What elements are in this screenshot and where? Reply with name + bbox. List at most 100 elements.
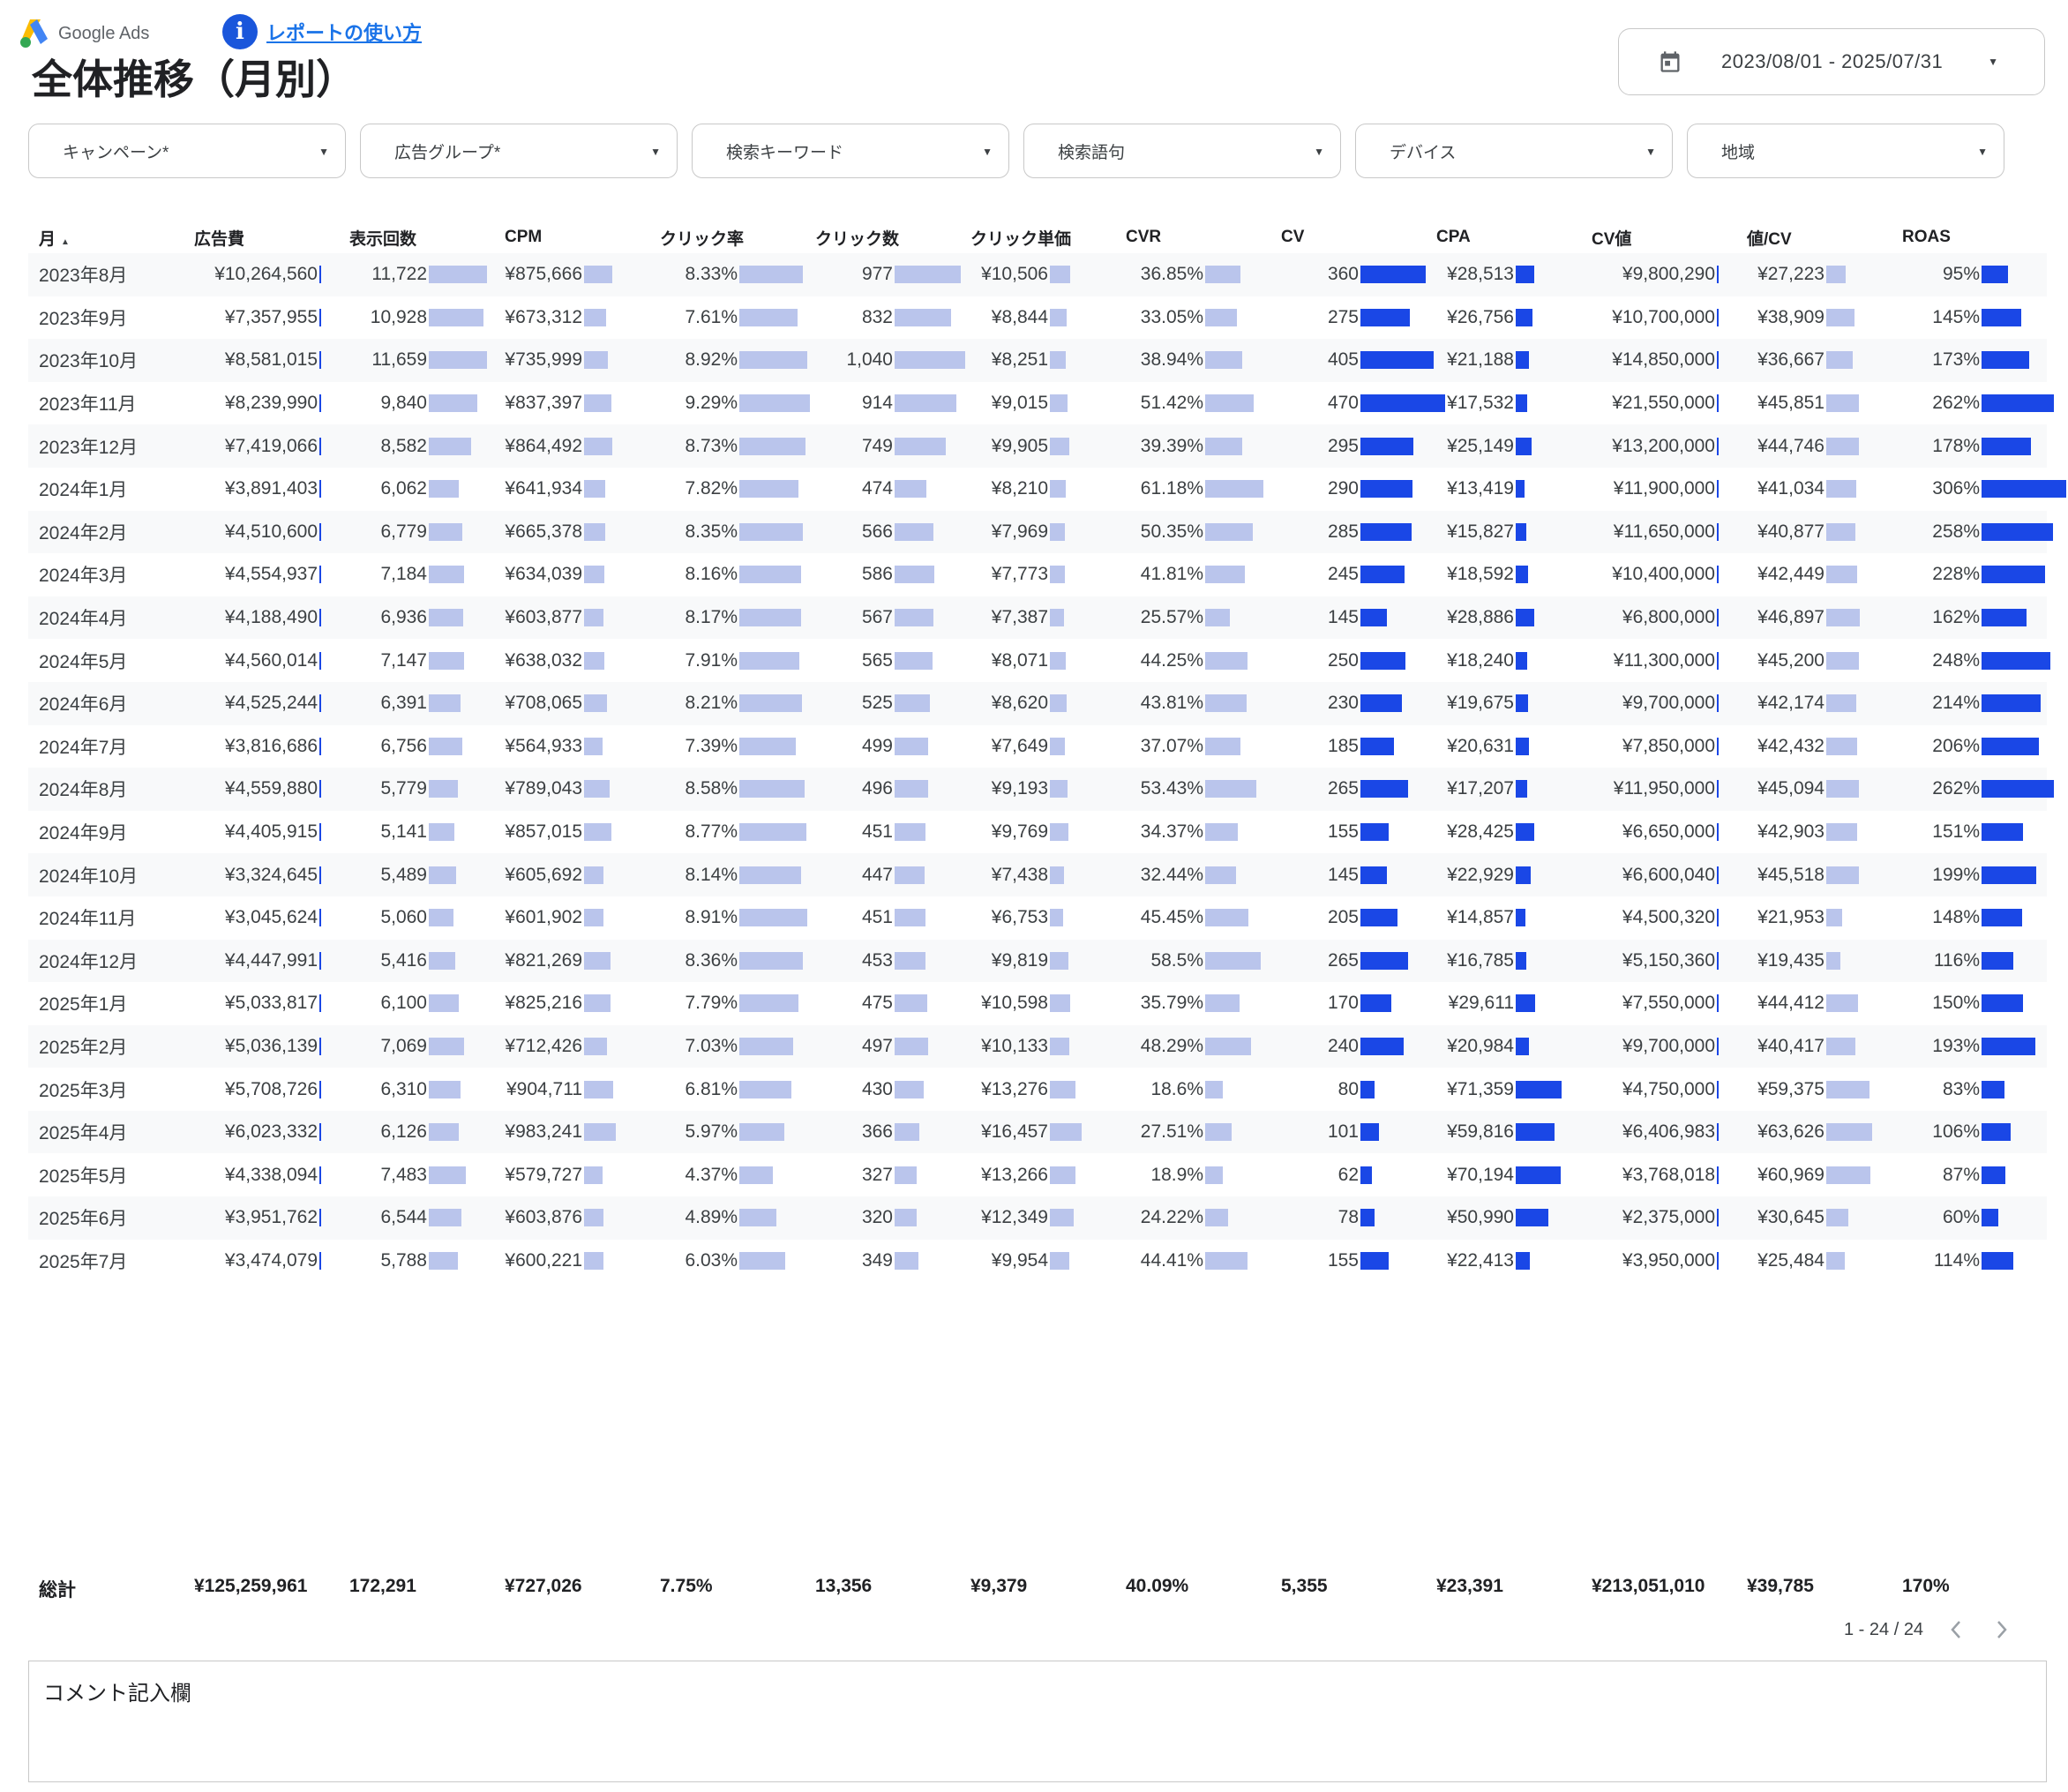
filter-keyword[interactable]: 検索キーワード ▼ — [692, 124, 1009, 178]
value-bar — [584, 437, 612, 455]
col-header-ctr[interactable]: クリック率 — [649, 221, 805, 253]
value-bar — [1516, 823, 1534, 842]
cell-value: ¥864,492 — [505, 435, 582, 456]
cell-value: 8.17% — [685, 607, 738, 628]
col-header-roas[interactable]: ROAS — [1892, 221, 2047, 253]
table-row[interactable]: 2024年3月 ¥4,554,937 7,184 ¥634,039 8.16% 586 ¥7… — [28, 553, 2047, 596]
col-header-impressions[interactable]: 表示回数 — [339, 221, 494, 253]
table-row[interactable]: 2025年3月 ¥5,708,726 6,310 ¥904,711 6.81% 430 ¥1… — [28, 1068, 2047, 1111]
value-bar — [1826, 951, 1840, 970]
table-row[interactable]: 2024年12月 ¥4,447,991 5,416 ¥821,269 8.36% 453 ¥… — [28, 939, 2047, 983]
cell-cvr: 25.57% — [1115, 596, 1270, 640]
col-header-cvr[interactable]: CVR — [1115, 221, 1270, 253]
value-bar — [895, 437, 946, 455]
date-range-picker[interactable]: 2023/08/01 - 2025/07/31 ▼ — [1618, 28, 2045, 95]
cell-ctr: 8.92% — [649, 339, 807, 382]
table-row[interactable]: 2023年12月 ¥7,419,066 8,582 ¥864,492 8.73% 749 ¥… — [28, 424, 2047, 468]
cell-value: 205 — [1327, 907, 1359, 928]
value-bar — [1982, 308, 2021, 326]
cell-cv-value: ¥6,600,040 — [1581, 853, 1736, 896]
table-row[interactable]: 2024年1月 ¥3,891,403 6,062 ¥641,934 7.82% 474 ¥8… — [28, 468, 2066, 511]
table-row[interactable]: 2023年11月 ¥8,239,990 9,840 ¥837,397 9.29% 914 ¥… — [28, 382, 2054, 425]
col-header-cpm[interactable]: CPM — [494, 221, 649, 253]
value-bar — [1205, 780, 1256, 799]
value-bar — [1205, 1251, 1248, 1270]
table-row[interactable]: 2024年10月 ¥3,324,645 5,489 ¥605,692 8.14% 447 ¥… — [28, 853, 2047, 896]
table-row[interactable]: 2025年7月 ¥3,474,079 5,788 ¥600,221 6.03% 349 ¥9… — [28, 1240, 2047, 1283]
value-bar — [895, 866, 925, 884]
sort-ascending-icon: ▲ — [61, 236, 70, 247]
col-header-cpc[interactable]: クリック単価 — [960, 221, 1115, 253]
filter-search-term[interactable]: 検索語句 ▼ — [1023, 124, 1341, 178]
value-bar — [1050, 780, 1068, 799]
value-bar — [1826, 694, 1856, 713]
table-row[interactable]: 2025年6月 ¥3,951,762 6,544 ¥603,876 4.89% 320 ¥1… — [28, 1196, 2047, 1240]
cell-cpm: ¥857,015 — [494, 811, 649, 854]
cell-roas: 95% — [1892, 253, 2047, 296]
cell-cvr: 41.81% — [1115, 553, 1270, 596]
cell-cpc: ¥9,769 — [960, 811, 1115, 854]
table-row[interactable]: 2023年10月 ¥8,581,015 11,659 ¥735,999 8.92% 1,0… — [28, 339, 2047, 382]
filter-campaign[interactable]: キャンペーン* ▼ — [28, 124, 346, 178]
value-bar — [1717, 1123, 1719, 1142]
col-header-cv-value[interactable]: CV値 — [1581, 221, 1736, 253]
cell-ctr: 8.91% — [649, 896, 807, 940]
value-bar — [1205, 1166, 1223, 1184]
table-row[interactable]: 2024年11月 ¥3,045,624 5,060 ¥601,902 8.91% 451 ¥… — [28, 896, 2047, 940]
filter-ad-group[interactable]: 広告グループ* ▼ — [360, 124, 678, 178]
table-row[interactable]: 2024年8月 ¥4,559,880 5,779 ¥789,043 8.58% 496 ¥9… — [28, 768, 2054, 811]
col-header-value-per-cv[interactable]: 値/CV — [1736, 221, 1892, 253]
table-row[interactable]: 2025年1月 ¥5,033,817 6,100 ¥825,216 7.79% 475 ¥1… — [28, 982, 2047, 1025]
col-header-cost[interactable]: 広告費 — [184, 221, 339, 253]
help-link[interactable]: レポートの使い方 — [266, 22, 423, 44]
cell-value: ¥36,667 — [1757, 349, 1824, 371]
prev-page-icon[interactable] — [1943, 1616, 1969, 1643]
col-header-cv[interactable]: CV — [1270, 221, 1426, 253]
value-bar — [1982, 1166, 2005, 1184]
cell-value: 262% — [1932, 393, 1980, 414]
value-bar — [1717, 1209, 1719, 1227]
cell-month: 2025年7月 — [39, 1251, 128, 1272]
col-header-month[interactable]: 月 ▲ — [28, 221, 184, 253]
value-bar — [1717, 308, 1719, 326]
table-row[interactable]: 2023年9月 ¥7,357,955 10,928 ¥673,312 7.61% 832 ¥… — [28, 296, 2047, 340]
table-row[interactable]: 2024年6月 ¥4,525,244 6,391 ¥708,065 8.21% 525 ¥8… — [28, 681, 2047, 725]
comment-box[interactable]: コメント記入欄 — [28, 1661, 2047, 1782]
filter-device[interactable]: デバイス ▼ — [1355, 124, 1673, 178]
value-bar — [1982, 951, 2013, 970]
value-bar — [429, 351, 487, 370]
table-row[interactable]: 2025年2月 ¥5,036,139 7,069 ¥712,426 7.03% 497 ¥1… — [28, 1024, 2047, 1068]
cell-value-per-cv: ¥46,897 — [1736, 596, 1892, 640]
table-row[interactable]: 2024年4月 ¥4,188,490 6,936 ¥603,877 8.17% 567 ¥7… — [28, 596, 2047, 640]
value-bar — [895, 780, 928, 799]
cell-value: 8.36% — [685, 949, 738, 971]
table-row[interactable]: 2023年8月 ¥10,264,560 11,722 ¥875,666 8.33% 977… — [28, 253, 2047, 296]
table-row[interactable]: 2024年7月 ¥3,816,686 6,756 ¥564,933 7.39% 499 ¥7… — [28, 725, 2047, 769]
table-row[interactable]: 2024年5月 ¥4,560,014 7,147 ¥638,032 7.91% 565 ¥8… — [28, 639, 2050, 682]
value-bar — [1050, 1166, 1075, 1184]
table-row[interactable]: 2025年5月 ¥4,338,094 7,483 ¥579,727 4.37% 327 ¥1… — [28, 1153, 2047, 1196]
col-header-cpa[interactable]: CPA — [1426, 221, 1581, 253]
cell-cpc: ¥6,753 — [960, 896, 1115, 940]
cell-value: ¥4,559,880 — [224, 778, 318, 799]
cell-value: 193% — [1932, 1035, 1980, 1056]
info-icon[interactable]: i — [222, 14, 258, 49]
cell-cv-value: ¥6,800,000 — [1581, 596, 1736, 640]
table-row[interactable]: 2025年4月 ¥6,023,332 6,126 ¥983,241 5.97% 366 ¥1… — [28, 1110, 2047, 1154]
cell-cpa: ¥20,631 — [1426, 725, 1581, 769]
cell-value: 8.92% — [685, 349, 738, 371]
col-header-clicks[interactable]: クリック数 — [805, 221, 960, 253]
value-bar — [1516, 951, 1526, 970]
cell-cv-value: ¥11,300,000 — [1581, 639, 1736, 682]
table-row[interactable]: 2024年9月 ¥4,405,915 5,141 ¥857,015 8.77% 451 ¥9… — [28, 811, 2047, 854]
next-page-icon[interactable] — [1989, 1616, 2015, 1643]
value-bar — [1360, 351, 1434, 370]
cell-impressions: 10,928 — [339, 296, 494, 340]
value-bar — [1717, 609, 1719, 627]
report-help[interactable]: i レポートの使い方 — [222, 14, 422, 49]
cell-value: ¥14,850,000 — [1612, 349, 1715, 371]
value-bar — [1826, 737, 1857, 755]
cell-cost: ¥6,023,332 — [184, 1110, 339, 1154]
filter-region[interactable]: 地域 ▼ — [1687, 124, 2004, 178]
table-row[interactable]: 2024年2月 ¥4,510,600 6,779 ¥665,378 8.35% 566 ¥7… — [28, 510, 2053, 554]
